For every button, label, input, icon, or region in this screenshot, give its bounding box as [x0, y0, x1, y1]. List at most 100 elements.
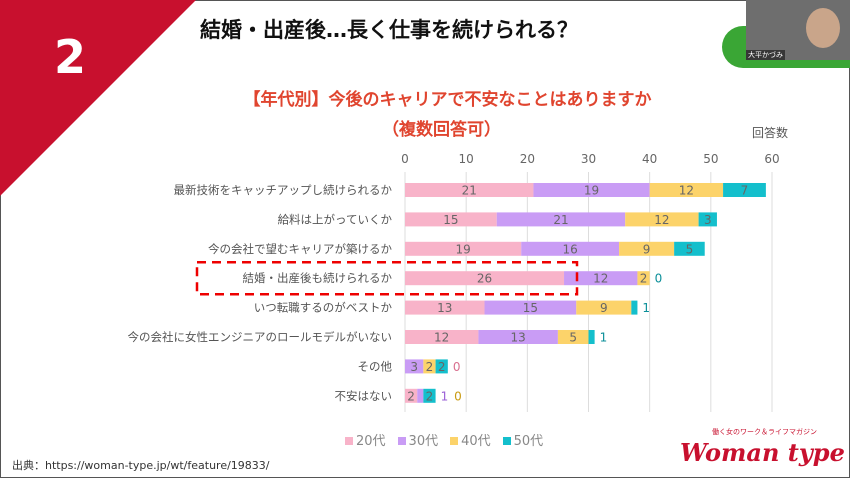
legend: 20代 30代 40代 50代 [345, 430, 543, 449]
legend-label: 30代 [408, 434, 439, 449]
category-label: いつ転職するのがベストか [254, 301, 393, 315]
bar-segment [557, 330, 589, 344]
speaker-face [806, 8, 840, 48]
chart-note: （複数回答可） [382, 120, 501, 140]
data-label: 13 [511, 331, 526, 345]
legend-label: 40代 [461, 434, 491, 449]
tick-label: 30 [581, 152, 596, 166]
category-label: その他 [358, 359, 393, 373]
data-label: 7 [741, 184, 749, 198]
data-label: 1 [600, 331, 608, 345]
category-label: 最新技術をキャッチアップし続けられるか [174, 183, 393, 197]
data-label: 12 [593, 272, 608, 286]
category-label: 不安はない [335, 389, 393, 403]
tick-label: 20 [520, 152, 535, 166]
legend-swatch [345, 437, 353, 445]
data-label: 12 [679, 184, 694, 198]
data-label: 3 [704, 213, 712, 227]
bar-segment [405, 359, 424, 374]
bar-segment [588, 330, 595, 344]
bar-segment [478, 330, 558, 344]
data-label: 2 [426, 360, 434, 374]
bar-segment [533, 183, 650, 197]
bar-segment [435, 359, 448, 374]
bar-segment [619, 241, 675, 256]
bar-segment [405, 212, 497, 227]
legend-label: 20代 [356, 434, 386, 449]
data-label: 5 [569, 331, 577, 345]
data-label: 12 [654, 213, 669, 227]
bar-segment [723, 183, 766, 197]
bar-segment [674, 241, 705, 256]
data-label: 9 [643, 242, 651, 256]
data-label: 0 [454, 389, 462, 403]
data-label: 16 [563, 242, 578, 256]
webcam-overlay: 大平かづみ [722, 0, 850, 68]
category-label: 給料は上がっていくか [278, 212, 393, 226]
bar-segment [631, 300, 638, 315]
data-label: 13 [437, 301, 452, 315]
data-label: 21 [553, 213, 568, 227]
data-label: 0 [655, 272, 663, 286]
bar-segment [625, 212, 699, 227]
bar-segment [496, 212, 626, 227]
bar-segment [417, 388, 424, 403]
bar-segment [637, 271, 650, 286]
legend-item: 50代 [502, 430, 544, 449]
data-label: 1 [441, 389, 449, 403]
data-label: 26 [477, 272, 492, 286]
slide-number: 2 [53, 30, 86, 84]
data-label: 5 [686, 242, 694, 256]
logo-tagline: 働く女のワーク＆ライフマガジン [712, 428, 817, 436]
bar-segment [405, 271, 565, 286]
legend-item: 20代 [345, 430, 386, 449]
legend-swatch [397, 437, 406, 445]
bar-segment [405, 300, 485, 315]
legend-label: 50代 [513, 434, 544, 449]
legend-swatch [450, 437, 459, 445]
legend-item: 30代 [397, 430, 439, 449]
data-label: 12 [434, 331, 449, 345]
bar-segment [521, 241, 620, 256]
tick-label: 0 [401, 152, 409, 166]
woman-type-logo: Woman type [680, 438, 845, 467]
data-label: 19 [584, 184, 599, 198]
bar-segment [484, 300, 577, 315]
data-label: 2 [640, 272, 648, 286]
data-label: 15 [523, 301, 538, 315]
category-label: 今の会社に女性エンジニアのロールモデルがいない [128, 330, 393, 344]
data-label: 21 [462, 184, 477, 198]
legend-item: 40代 [450, 430, 491, 449]
data-label: 9 [600, 301, 608, 315]
data-label: 2 [426, 389, 434, 403]
tick-label: 50 [703, 152, 718, 166]
source-text: 出典：https://woman-type.jp/wt/feature/1983… [12, 459, 270, 472]
bar-segment [564, 271, 638, 286]
chart-title: 【年代別】今後のキャリアで不安なことはありますか [243, 90, 652, 110]
tick-label: 60 [764, 152, 779, 166]
red-corner-triangle [0, 0, 196, 196]
data-label: 2 [407, 389, 415, 403]
axis-label: 回答数 [752, 126, 789, 140]
bar-segment [405, 241, 522, 256]
data-label: 19 [455, 242, 470, 256]
data-label: 3 [410, 360, 418, 374]
highlight-box [195, 260, 579, 296]
slide-title: 結婚・出産後…長く仕事を続けられる？ [200, 18, 578, 42]
speaker-name: 大平かづみ [746, 50, 785, 60]
bar-segment [423, 359, 436, 374]
bar-segment [405, 388, 418, 403]
tick-label: 40 [642, 152, 657, 166]
data-label: 15 [443, 213, 458, 227]
legend-swatch [502, 437, 511, 445]
category-label: 今の会社で望むキャリアが築けるか [208, 242, 392, 256]
bar-segment [698, 212, 717, 227]
bar-segment [405, 183, 534, 197]
data-label: 1 [642, 301, 650, 315]
tick-label: 10 [459, 152, 474, 166]
data-label: 0 [453, 360, 461, 374]
category-label: 結婚・出産後も続けられるか [243, 271, 393, 285]
bar-segment [576, 300, 632, 315]
bar-segment [423, 388, 436, 403]
